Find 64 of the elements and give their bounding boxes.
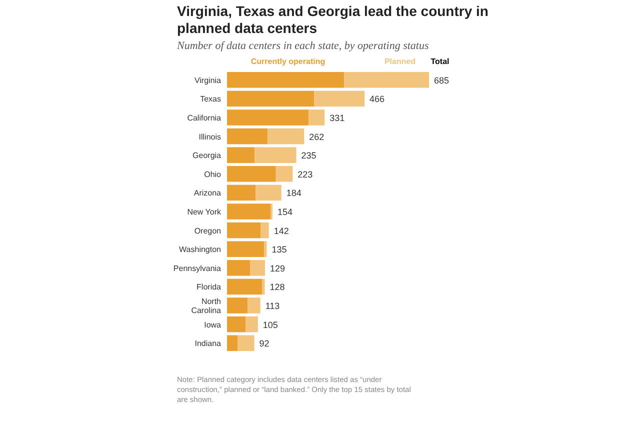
annotation: 92 bbox=[259, 338, 270, 349]
bar bbox=[227, 316, 246, 332]
y-tick-label: Washington bbox=[179, 245, 221, 254]
annotation: 466 bbox=[370, 94, 385, 104]
bar bbox=[268, 128, 304, 144]
annotation: 685 bbox=[434, 75, 450, 86]
bar bbox=[227, 241, 264, 257]
bar bbox=[276, 166, 293, 182]
annotation: 184 bbox=[286, 188, 302, 198]
bar bbox=[308, 110, 325, 126]
bar bbox=[238, 335, 254, 351]
annotation: 223 bbox=[298, 169, 313, 180]
y-tick-label: Ohio bbox=[204, 170, 222, 179]
annotation: 235 bbox=[301, 150, 316, 161]
bar bbox=[256, 184, 282, 201]
y-tick-label: Virginia bbox=[194, 76, 222, 85]
y-tick-label: Iowa bbox=[204, 320, 222, 330]
annotation: 262 bbox=[309, 132, 324, 142]
bar bbox=[250, 260, 265, 276]
bar bbox=[227, 204, 271, 220]
annotation: 128 bbox=[270, 282, 285, 292]
y-tick-label: Texas bbox=[200, 94, 221, 104]
series-label: Planned bbox=[384, 57, 416, 66]
bar bbox=[344, 72, 429, 88]
bar bbox=[248, 298, 260, 314]
bar bbox=[227, 260, 250, 276]
bar bbox=[227, 335, 238, 351]
bar bbox=[227, 128, 268, 144]
y-tick-label: Indiana bbox=[194, 339, 222, 348]
annotation: 105 bbox=[262, 320, 278, 330]
bar bbox=[260, 222, 269, 238]
annotation: 135 bbox=[272, 244, 287, 255]
series-label: Currently operating bbox=[250, 57, 326, 66]
y-tick-label: New York bbox=[187, 208, 222, 216]
bar bbox=[246, 316, 258, 332]
bar bbox=[227, 278, 262, 295]
y-tick-label: Illinois bbox=[198, 132, 221, 142]
annotation: 331 bbox=[330, 112, 345, 123]
y-tick-label: North Carolina bbox=[191, 297, 222, 316]
bar bbox=[227, 298, 248, 314]
legend-title: Total bbox=[430, 57, 450, 66]
bar bbox=[262, 278, 265, 295]
annotation: 129 bbox=[270, 263, 286, 274]
y-tick-label: California bbox=[187, 113, 222, 122]
bar bbox=[227, 166, 276, 182]
bar bbox=[227, 184, 256, 201]
chart-title: Virginia, Texas and Georgia lead the country in planned data centers bbox=[177, 3, 488, 36]
bar bbox=[227, 110, 309, 126]
annotation: 154 bbox=[277, 207, 292, 217]
bar bbox=[314, 90, 365, 107]
bar bbox=[227, 72, 344, 88]
bar bbox=[227, 90, 314, 107]
bar bbox=[254, 147, 296, 163]
bar bbox=[264, 241, 267, 257]
bar bbox=[227, 222, 261, 238]
bar bbox=[227, 147, 255, 163]
chart-subtitle: Number of data centers in each state, by operating status bbox=[176, 40, 429, 52]
annotation: 142 bbox=[274, 226, 289, 236]
y-tick-label: Georgia bbox=[192, 151, 222, 160]
y-tick-label: Florida bbox=[196, 282, 222, 292]
y-tick-label: Oregon bbox=[194, 226, 221, 236]
y-tick-label: Pennsylvania bbox=[173, 264, 222, 273]
y-tick-label: Arizona bbox=[194, 188, 222, 198]
annotation: 113 bbox=[265, 301, 280, 312]
